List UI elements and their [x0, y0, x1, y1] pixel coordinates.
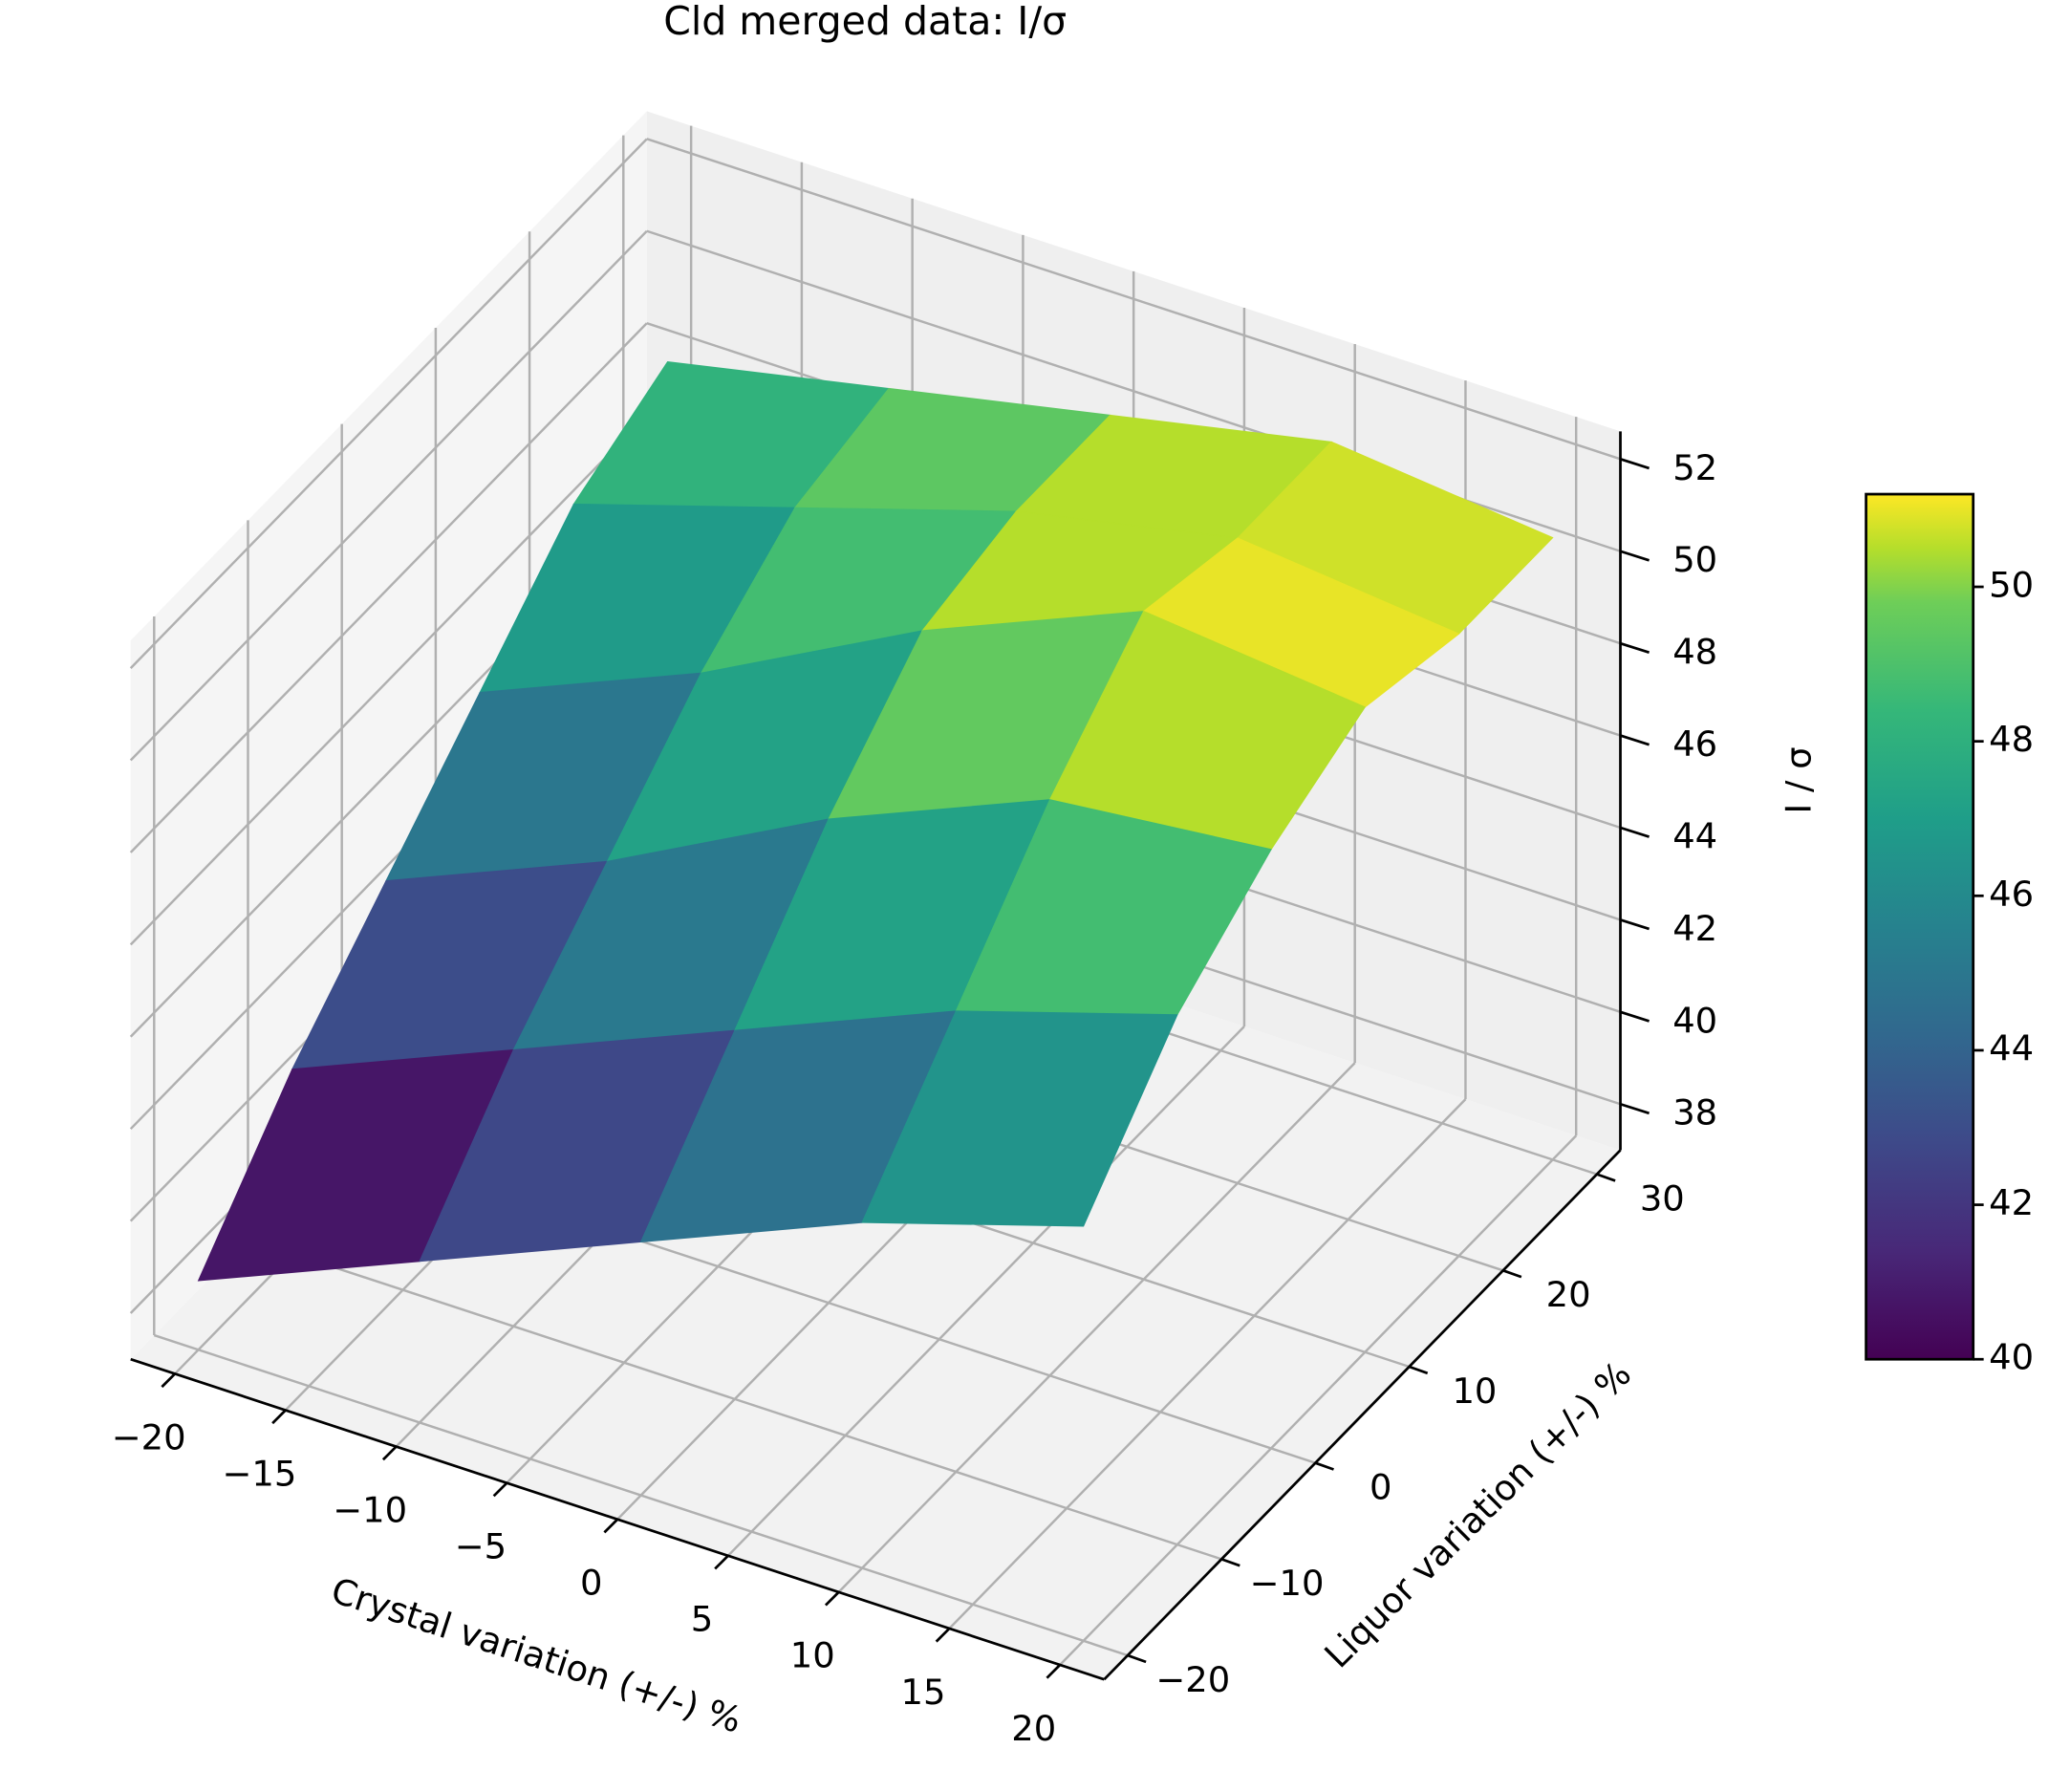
colorbar-tick-label: 48: [1989, 719, 2034, 760]
tick-mark: [1620, 1010, 1650, 1023]
grid-line: [129, 138, 648, 669]
tick-mark: [1620, 458, 1650, 470]
grid-line: [129, 414, 648, 946]
tick-label: −10: [333, 1489, 407, 1530]
tick-mark: [1596, 1173, 1616, 1182]
colorbar-tick-label: 46: [1989, 874, 2034, 915]
grid-line: [948, 1098, 1467, 1630]
tick-label: 20: [1546, 1274, 1591, 1315]
tick-mark: [381, 1445, 398, 1461]
tick-mark: [1620, 918, 1650, 931]
tick-mark: [1620, 826, 1650, 838]
tick-mark: [935, 1627, 951, 1643]
tick-mark: [1409, 1365, 1429, 1375]
colorbar: [1865, 492, 1975, 1361]
tick-mark: [271, 1409, 287, 1425]
tick-label: 30: [1640, 1177, 1685, 1219]
tick-mark: [161, 1372, 177, 1389]
tick-mark: [1046, 1664, 1062, 1679]
colorbar-tick-label: 40: [1989, 1337, 2034, 1378]
tick-label: 0: [580, 1563, 602, 1604]
tick-mark: [1620, 734, 1650, 746]
grid-line: [129, 229, 648, 762]
surface-patch: [861, 1010, 1178, 1227]
tick-mark: [1620, 550, 1650, 562]
tick-label: 40: [1672, 1000, 1717, 1041]
tick-label: 10: [1452, 1371, 1497, 1412]
grid-line: [646, 138, 1621, 461]
tick-mark: [1502, 1269, 1522, 1279]
colorbar-tick-label: 44: [1989, 1027, 2034, 1069]
colorbar-tick-label: 42: [1989, 1182, 2034, 1223]
tick-mark: [1314, 1461, 1334, 1471]
grid-line: [726, 1026, 1245, 1557]
tick-label: 15: [901, 1672, 946, 1713]
tick-label: 48: [1672, 632, 1717, 673]
tick-label: 44: [1672, 815, 1717, 856]
tick-mark: [1620, 641, 1650, 655]
tick-label: −20: [112, 1416, 186, 1457]
tick-label: 52: [1672, 447, 1717, 488]
tick-mark: [1620, 1102, 1650, 1115]
tick-mark: [714, 1554, 729, 1570]
tick-label: 20: [1011, 1708, 1056, 1749]
tick-label: 10: [790, 1635, 835, 1676]
tick-label: 0: [1370, 1467, 1391, 1508]
tick-mark: [603, 1518, 619, 1534]
tick-label: 5: [691, 1599, 713, 1640]
tick-mark: [1220, 1558, 1240, 1567]
tick-label: 50: [1672, 539, 1717, 580]
tick-label: −20: [1155, 1659, 1230, 1700]
colorbar-tick-label: 50: [1989, 565, 2034, 606]
tick-label: 42: [1672, 908, 1717, 949]
tick-label: −10: [1250, 1563, 1325, 1604]
x-axis-label: Crystal variation (+/-) %: [326, 1569, 746, 1740]
tick-mark: [492, 1481, 508, 1498]
tick-label: −5: [455, 1526, 507, 1567]
pane-left: [130, 111, 647, 1360]
tick-label: 46: [1672, 723, 1717, 765]
tick-label: 38: [1672, 1092, 1717, 1133]
grid-line: [248, 1238, 1222, 1561]
grid-line: [129, 322, 648, 853]
chart-title: Cld merged data: I/σ: [663, 0, 1067, 44]
tick-mark: [824, 1590, 840, 1607]
grid-line: [1059, 1134, 1578, 1666]
tick-label: −15: [223, 1453, 297, 1494]
tick-mark: [1127, 1653, 1147, 1664]
z-axis-label: I / σ: [1779, 746, 1820, 813]
axis-line: [1103, 1149, 1622, 1681]
grid-line: [837, 1062, 1356, 1593]
grid-line: [153, 1333, 1129, 1657]
